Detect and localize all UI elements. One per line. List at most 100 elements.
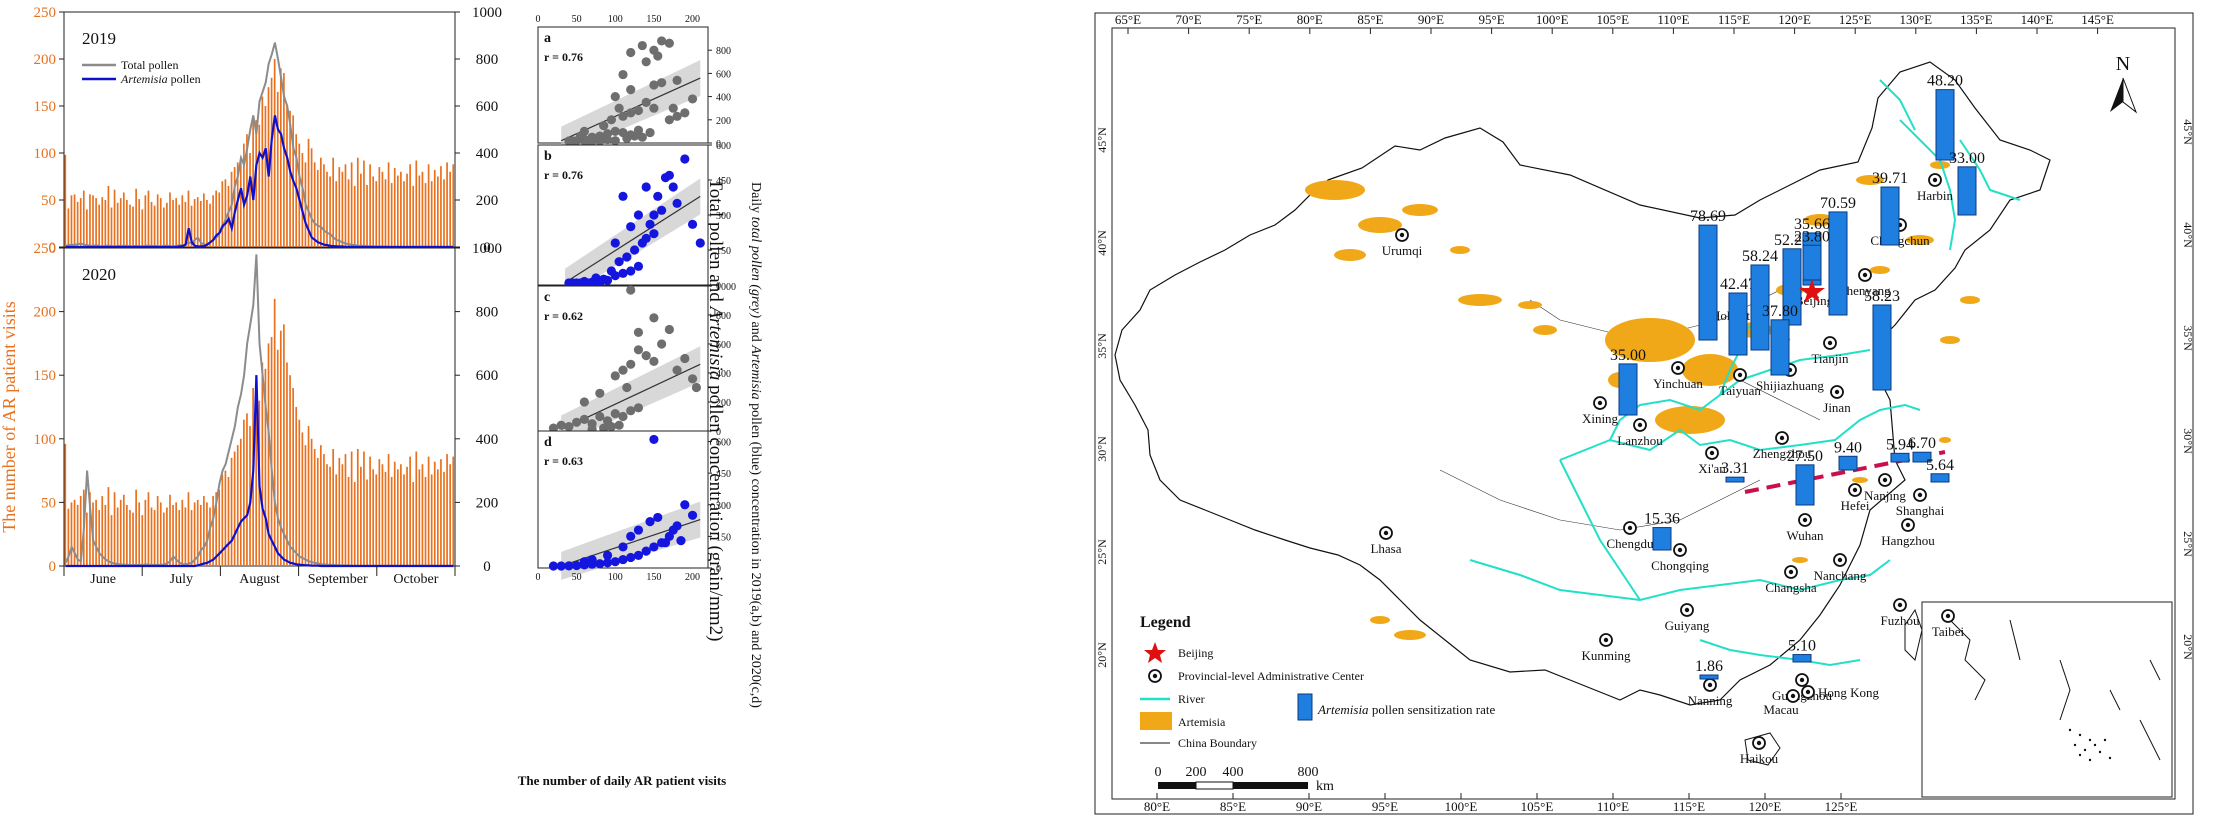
scatter-y-tick-label: 450	[716, 176, 731, 187]
ar-visit-bar	[86, 209, 88, 247]
ar-visit-bar	[443, 471, 445, 566]
scatter-point	[610, 238, 620, 248]
scatter-point	[618, 365, 628, 375]
ar-visit-bar	[147, 492, 150, 566]
scatter-point	[672, 75, 682, 85]
chart-2019: 05010015020025002004006008001000JuneJuly…	[34, 5, 503, 268]
scatter-y-tick-label: 450	[716, 469, 731, 480]
sensitization-bar-xi-an: 3.31	[1721, 460, 1749, 483]
ar-visit-bar	[203, 496, 205, 566]
north-arrow: N	[2110, 53, 2138, 114]
lon-bottom-label: 115°E	[1673, 799, 1705, 814]
city-xi-an: Xi'an	[1698, 446, 1726, 476]
city-shenyang: Shenyang	[1839, 268, 1891, 298]
ar-visit-bar	[243, 143, 245, 247]
ar-visit-bar	[230, 171, 233, 247]
ar-visit-bar	[135, 489, 137, 566]
scatter-plots: 0 50 100 150 200 0 200 400 600 800 a r = 0.76 0 150 30…	[536, 14, 737, 583]
scatter-top-tick-label: 50	[572, 14, 582, 25]
scatter-point	[618, 542, 628, 552]
scatter-point	[568, 136, 578, 146]
city-label: Yinchuan	[1653, 376, 1703, 391]
city-marker-dot	[1684, 607, 1690, 613]
right-tick-label: 800	[476, 305, 499, 321]
ar-visit-bar	[267, 343, 270, 566]
city-hefei: Hefei	[1841, 483, 1870, 513]
ar-visit-bar	[230, 457, 233, 566]
ar-visit-bar	[147, 190, 150, 247]
city-label: Lanzhou	[1617, 433, 1663, 448]
scatter-point	[622, 252, 632, 262]
scatter-point	[606, 422, 617, 432]
scatter-top-tick-label: 0	[536, 14, 541, 25]
scatter-point	[649, 542, 659, 552]
month-label: August	[239, 572, 280, 587]
ar-visit-bar	[412, 185, 415, 247]
ar-visit-bar	[307, 426, 310, 566]
sensitization-bar	[1699, 674, 1719, 680]
right-tick-label: 0	[483, 559, 491, 575]
lat-left-label: 25°N	[1095, 539, 1109, 565]
right-tick-label: 400	[476, 432, 499, 448]
sensitization-value: 52.20	[1774, 232, 1810, 249]
city-wuhan: Wuhan	[1786, 513, 1824, 543]
lon-bottom-label: 125°E	[1825, 799, 1858, 814]
scatter-y-tick-label: 400	[716, 369, 731, 380]
lon-top-label: 70°E	[1176, 12, 1202, 27]
sensitization-value: 9.40	[1834, 439, 1862, 456]
ar-visit-bar	[119, 499, 122, 566]
right-tick-label: 1000	[472, 5, 502, 21]
sensitization-bar	[1828, 211, 1848, 316]
ar-visit-bar	[73, 499, 76, 566]
ar-visit-bar	[98, 204, 101, 247]
city-marker-dot	[1932, 177, 1938, 183]
scatter-point	[606, 115, 617, 125]
sensitization-value: 3.31	[1721, 460, 1749, 477]
ar-visit-bar	[350, 162, 353, 247]
scatter-point	[564, 561, 574, 571]
sensitization-value: 5.10	[1788, 638, 1816, 655]
lat-left-label: 45°N	[1095, 127, 1109, 153]
ar-visit-bar	[289, 110, 291, 247]
scatter-point	[649, 434, 659, 445]
scatter-y-label-c: and	[748, 318, 763, 345]
ar-visit-bar	[356, 448, 359, 566]
scatter-y-tick-label: 300	[716, 501, 731, 512]
ar-visit-bar	[329, 176, 331, 247]
ar-visit-bar	[353, 482, 356, 566]
map-outer-frame	[1094, 12, 2194, 815]
scatter-point	[645, 517, 655, 527]
lat-right-label: 25°N	[2181, 531, 2195, 557]
ar-visit-bar	[215, 492, 218, 566]
ar-visit-bar	[76, 201, 79, 247]
ar-visit-bar	[261, 96, 264, 247]
ar-visit-bar	[193, 199, 196, 247]
sensitization-bar-nanning: 1.86	[1695, 658, 1723, 680]
ar-visit-bar	[350, 451, 353, 566]
scatter-point	[641, 97, 651, 107]
ar-visit-bar	[338, 457, 341, 566]
right-tick-label: 200	[476, 193, 499, 209]
city-marker-dot	[1805, 689, 1811, 695]
scatter-point	[610, 371, 620, 381]
lon-top-label: 125°E	[1839, 12, 1872, 27]
city-label: Taiyuan	[1719, 383, 1761, 398]
lon-top-label: 85°E	[1357, 12, 1383, 27]
ar-visit-bar	[387, 162, 390, 247]
legend-sensitization-rest: pollen sensitization rate	[1369, 702, 1496, 717]
left-tick-label: 100	[34, 432, 57, 448]
ar-visit-bar	[64, 443, 67, 566]
scatter-point	[645, 219, 655, 229]
ar-visit-bar	[156, 496, 159, 566]
scatter-panel-b: 0 150 300 450 600 b r = 0.76	[537, 141, 731, 297]
sensitization-value: 35.00	[1610, 347, 1646, 364]
scatter-y-label-e: pollen (blue) concentration in 2019(a,b)…	[748, 400, 763, 709]
legend-artemisia-label: Artemisia pollen	[120, 72, 201, 86]
scatter-point	[606, 266, 617, 276]
lon-top-label: 80°E	[1297, 12, 1323, 27]
scatter-point	[626, 108, 636, 118]
city-lanzhou: Lanzhou	[1617, 418, 1663, 448]
lat-left-label: 30°N	[1095, 436, 1109, 462]
sensitization-bar-hohhot: 58.24	[1742, 248, 1778, 351]
